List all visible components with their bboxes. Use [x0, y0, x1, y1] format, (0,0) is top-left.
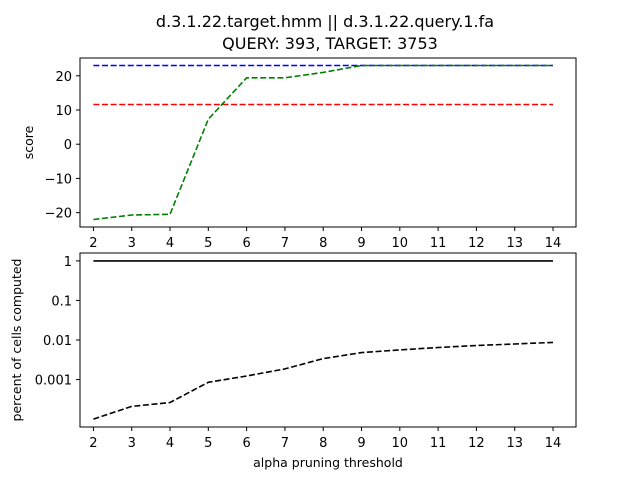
y-tick-label: 0.001	[35, 374, 72, 389]
x-tick-label: 2	[89, 436, 97, 451]
x-tick-label: 4	[166, 236, 174, 251]
y-tick-label: 1	[64, 255, 72, 270]
chart-title-line1: d.3.1.22.target.hmm || d.3.1.22.query.1.…	[156, 12, 494, 31]
chart-title-line2: QUERY: 393, TARGET: 3753	[222, 34, 438, 53]
x-axis-label: alpha pruning threshold	[253, 455, 403, 470]
y-axis-label: percent of cells computed	[9, 259, 24, 422]
score-panel: 2 3 4 5 6 7 8 9 10 11 12 13 14 20 10 0 −10 −20 score	[21, 57, 577, 251]
x-tick-label: 9	[357, 436, 365, 451]
y-tick-label: 0.1	[51, 294, 72, 309]
y-tick-label: 20	[55, 70, 72, 85]
plot-frame	[79, 57, 577, 228]
series-line-2	[93, 64, 553, 221]
x-tick-label: 10	[392, 236, 409, 251]
y-tick-label: −10	[45, 172, 72, 187]
y-tick-label: 0.01	[43, 334, 72, 349]
x-tick-label: 14	[545, 436, 562, 451]
x-tick-label: 5	[204, 436, 212, 451]
x-tick-label: 12	[468, 436, 485, 451]
y-tick-label: 10	[55, 104, 72, 119]
x-tick-label: 9	[357, 236, 365, 251]
x-tick-label: 4	[166, 436, 174, 451]
x-tick-label: 5	[204, 236, 212, 251]
x-tick-label: 8	[319, 436, 327, 451]
y-tick-label: 0	[64, 138, 72, 153]
x-tick-label: 7	[281, 436, 289, 451]
x-tick-label: 8	[319, 236, 327, 251]
x-tick-label: 14	[545, 236, 562, 251]
x-tick-label: 11	[430, 236, 447, 251]
percent-cells-panel: 2 3 4 5 6 7 8 9 10 11 12 13 14 1 0.1 0.01 0.001 percent o…	[9, 252, 577, 470]
x-tick-label: 3	[128, 236, 136, 251]
x-tick-label: 12	[468, 236, 485, 251]
x-tick-label: 10	[392, 436, 409, 451]
x-tick-label: 6	[242, 436, 250, 451]
series-line-1	[93, 341, 554, 420]
x-tick-label: 13	[506, 236, 523, 251]
x-tick-label: 11	[430, 436, 447, 451]
x-tick-label: 7	[281, 236, 289, 251]
x-tick-label: 13	[506, 436, 523, 451]
x-tick-label: 6	[242, 236, 250, 251]
y-axis-label: score	[21, 125, 36, 159]
x-tick-label: 2	[89, 236, 97, 251]
x-tick-label: 3	[128, 436, 136, 451]
y-tick-label: −20	[45, 207, 72, 222]
